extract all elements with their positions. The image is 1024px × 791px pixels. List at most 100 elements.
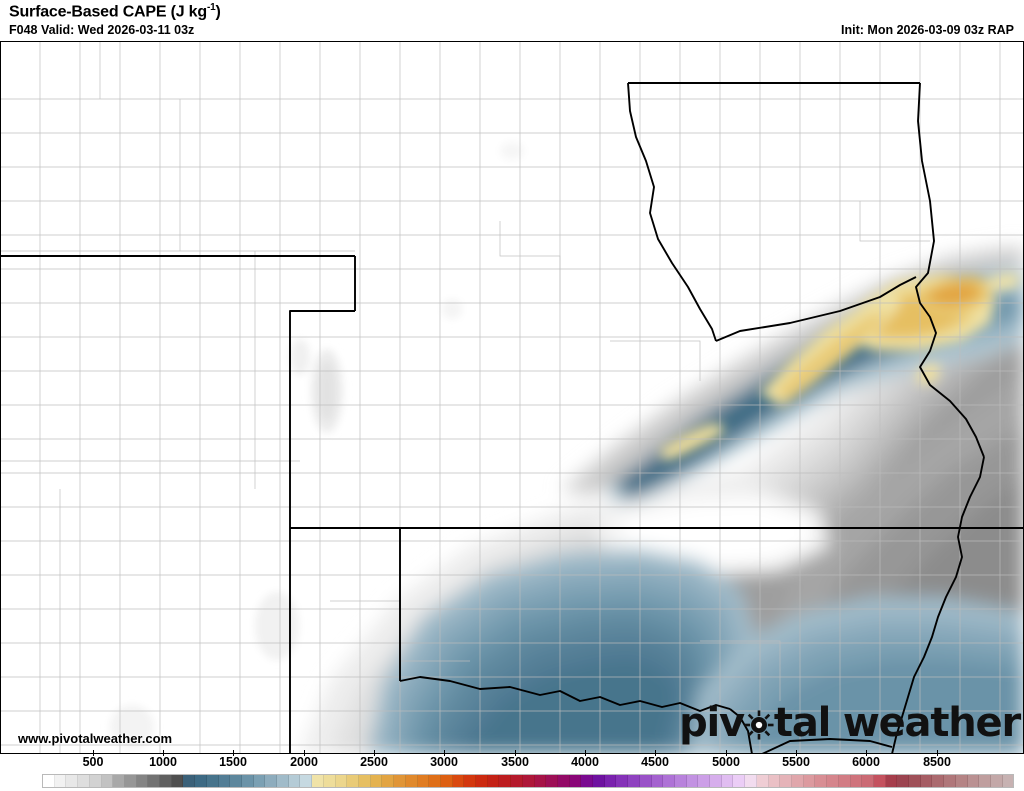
- colorbar-tick-mark: [163, 750, 164, 756]
- colorbar-tick-mark: [444, 750, 445, 756]
- colorbar-swatch: [944, 775, 956, 787]
- page-title: Surface-Based CAPE (J kg-1): [9, 2, 221, 21]
- colorbar-swatch: [66, 775, 79, 787]
- colorbar-tick-mark: [374, 750, 375, 756]
- colorbar-tick-mark: [866, 750, 867, 756]
- colorbar-area: 500 1000 1500 2000 2500 3000 3500 4000 4500 5000 5…: [0, 750, 1024, 791]
- colorbar-swatch: [827, 775, 839, 787]
- colorbar-swatch: [557, 775, 570, 787]
- colorbar-swatch: [171, 775, 184, 787]
- init-time-label: Init: Mon 2026-03-09 03z RAP: [841, 23, 1014, 37]
- colorbar-swatch: [148, 775, 161, 787]
- colorbar-tick-mark: [796, 750, 797, 756]
- colorbar-swatch: [792, 775, 804, 787]
- colorbar-tick-mark: [515, 750, 516, 756]
- pivotal-weather-watermark: piv tal weather: [679, 700, 1021, 746]
- colorbar-swatch: [417, 775, 430, 787]
- colorbar-swatch: [487, 775, 500, 787]
- colorbar-swatch: [710, 775, 722, 787]
- colorbar-tick-label: 4500: [641, 755, 669, 769]
- colorbar-swatch: [745, 775, 757, 787]
- colorbar-swatch: [440, 775, 453, 787]
- colorbar-swatch: [464, 775, 477, 787]
- colorbar-swatch: [370, 775, 383, 787]
- colorbar-swatch: [499, 775, 512, 787]
- colorbar-swatch: [78, 775, 90, 787]
- colorbar-tick-label: 2000: [290, 755, 318, 769]
- colorbar-swatch: [581, 775, 594, 787]
- colorbar-swatch: [113, 775, 125, 787]
- colorbar-swatch: [967, 775, 980, 787]
- website-url-label: www.pivotalweather.com: [18, 731, 173, 746]
- colorbar-swatch: [323, 775, 336, 787]
- cape-map[interactable]: www.pivotalweather.com piv tal weather: [0, 41, 1024, 754]
- colorbar-swatch: [429, 775, 441, 787]
- colorbar-tick-label: 4000: [571, 755, 599, 769]
- colorbar-swatch: [850, 775, 863, 787]
- colorbar-swatch: [838, 775, 851, 787]
- colorbar-swatch: [511, 775, 523, 787]
- colorbar-swatch: [628, 775, 640, 787]
- colorbar-tick-label: 8500: [923, 755, 951, 769]
- colorbar-swatch: [218, 775, 231, 787]
- colorbar-swatch: [358, 775, 371, 787]
- colorbar-tick-label: 6000: [852, 755, 880, 769]
- colorbar-tick-mark: [655, 750, 656, 756]
- colorbar-swatch: [312, 775, 324, 787]
- colorbar-swatch: [206, 775, 219, 787]
- colorbar-swatch: [756, 775, 769, 787]
- colorbar-swatch: [979, 775, 991, 787]
- colorbar-swatch: [990, 775, 1003, 787]
- colorbar-swatch: [1002, 775, 1014, 787]
- colorbar-swatch: [803, 775, 816, 787]
- colorbar-swatch: [89, 775, 102, 787]
- colorbar-swatch: [955, 775, 968, 787]
- colorbar-swatch: [43, 775, 55, 787]
- state-boundaries: [0, 82, 1024, 754]
- colorbar-swatch: [382, 775, 395, 787]
- cape-maxima-fills: [660, 273, 1020, 461]
- colorbar[interactable]: [42, 774, 1014, 788]
- colorbar-swatch: [54, 775, 67, 787]
- colorbar-swatch: [253, 775, 266, 787]
- colorbar-swatch: [534, 775, 547, 787]
- cape-map-svg: [0, 41, 1024, 754]
- colorbar-swatch: [394, 775, 406, 787]
- colorbar-swatch: [183, 775, 196, 787]
- colorbar-swatch: [663, 775, 675, 787]
- colorbar-swatch: [815, 775, 828, 787]
- colorbar-swatch: [522, 775, 535, 787]
- colorbar-tick-label: 2500: [360, 755, 388, 769]
- colorbar-swatch: [335, 775, 348, 787]
- colorbar-swatch: [721, 775, 734, 787]
- colorbar-tick-label: 5500: [782, 755, 810, 769]
- colorbar-tick-mark: [726, 750, 727, 756]
- colorbar-swatch: [909, 775, 921, 787]
- colorbar-swatch: [452, 775, 465, 787]
- colorbar-swatch: [885, 775, 898, 787]
- colorbar-swatch: [862, 775, 874, 787]
- colorbar-swatch: [405, 775, 418, 787]
- colorbar-swatch: [569, 775, 582, 787]
- colorbar-swatch: [160, 775, 172, 787]
- colorbar-tick-mark: [937, 750, 938, 756]
- gear-sun-icon: [744, 705, 774, 745]
- colorbar-swatch: [136, 775, 149, 787]
- colorbar-swatch: [920, 775, 933, 787]
- page-title-tail: ): [215, 3, 221, 21]
- colorbar-tick-labels: 500 1000 1500 2000 2500 3000 3500 4000 4500 5000 5…: [0, 750, 1024, 772]
- colorbar-swatch: [124, 775, 137, 787]
- colorbar-tick-mark: [585, 750, 586, 756]
- colorbar-tick-mark: [233, 750, 234, 756]
- colorbar-swatch: [674, 775, 687, 787]
- colorbar-tick-label: 1500: [219, 755, 247, 769]
- colorbar-swatch: [639, 775, 652, 787]
- colorbar-swatch: [733, 775, 746, 787]
- valid-time-label: F048 Valid: Wed 2026-03-11 03z: [9, 23, 195, 37]
- colorbar-swatch: [230, 775, 242, 787]
- colorbar-swatch: [604, 775, 617, 787]
- colorbar-swatch: [873, 775, 886, 787]
- colorbar-swatch: [101, 775, 114, 787]
- colorbar-swatch: [616, 775, 629, 787]
